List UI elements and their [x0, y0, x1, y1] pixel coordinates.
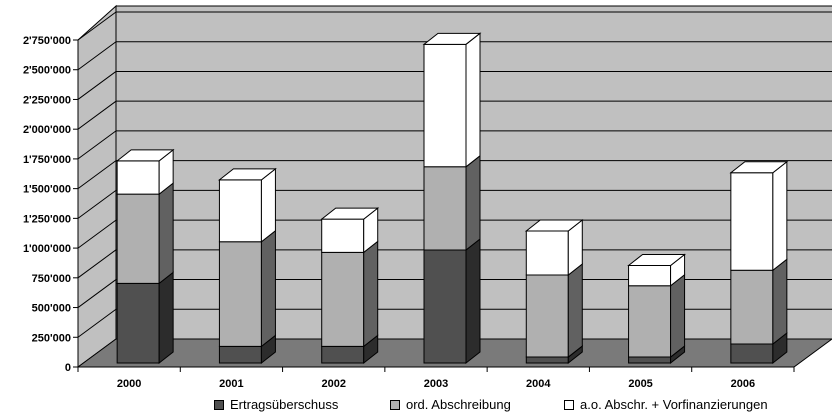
- bar-2000-ertragsueberschuss-side: [158, 271, 174, 365]
- gridline-side: [77, 249, 117, 279]
- y-tick-label: 1'000'000: [23, 243, 71, 255]
- bar-2005-a-o-abschr-vorfinanzierungen-front: [628, 264, 672, 287]
- y-tick-label: 1'750'000: [23, 154, 71, 166]
- gridline-side: [77, 41, 117, 71]
- bar-2003-ord-abschreibung-front: [423, 166, 467, 251]
- bar-2004-a-o-abschr-vorfinanzierungen-front: [525, 230, 569, 276]
- bar-2000-a-o-abschr-vorfinanzierungen-top: [115, 149, 175, 162]
- bar-2004-a-o-abschr-vorfinanzierungen-top: [524, 219, 584, 232]
- legend-swatch-ertragsueberschuss: [214, 399, 224, 410]
- y-tick-label: 1'250'000: [23, 213, 71, 225]
- bar-2000-ertragsueberschuss-front: [116, 282, 160, 364]
- bar-2003-ord-abschreibung-side: [465, 154, 481, 252]
- x-tick-label-2005: 2005: [628, 378, 652, 390]
- legend: Ertragsüberschuss ord. Abschreibung a.o.…: [0, 393, 832, 417]
- bar-2000-a-o-abschr-vorfinanzierungen-front: [116, 160, 160, 195]
- bar-2000-ord-abschreibung-side: [158, 182, 174, 285]
- gridline-side: [77, 11, 117, 41]
- gridline-side: [77, 160, 117, 190]
- legend-label-ertragsueberschuss: Ertragsüberschuss: [230, 397, 339, 412]
- y-tick-label: 2'000'000: [23, 124, 71, 136]
- bar-2001-ertragsueberschuss-front: [218, 345, 262, 364]
- bar-2005-ertragsueberschuss-front: [628, 356, 672, 364]
- gridline-side: [77, 219, 117, 249]
- bar-2005-a-o-abschr-vorfinanzierungen-top: [627, 253, 687, 266]
- gridline-side: [77, 130, 117, 160]
- gridline-side: [77, 100, 117, 130]
- bar-2006-a-o-abschr-vorfinanzierungen-front: [730, 172, 774, 271]
- y-tick-label: 2'750'000: [23, 35, 71, 47]
- bar-2006-ord-abschreibung-side: [772, 258, 788, 346]
- bar-2002-a-o-abschr-vorfinanzierungen-top: [320, 207, 380, 220]
- legend-swatch-ord-abschreibung: [390, 399, 400, 410]
- bar-2001-ord-abschreibung-side: [260, 229, 276, 348]
- bar-2005-ord-abschreibung-front: [628, 285, 672, 358]
- bar-2003-a-o-abschr-vorfinanzierungen-top: [422, 32, 482, 45]
- x-tick-label-2002: 2002: [321, 378, 345, 390]
- side-wall: [77, 4, 117, 368]
- legend-item-ord-abschreibung: ord. Abschreibung: [390, 397, 511, 412]
- bar-2002-ertragsueberschuss-front: [321, 345, 365, 364]
- y-tick-label: 2'500'000: [23, 65, 71, 77]
- bar-2002-a-o-abschr-vorfinanzierungen-front: [321, 218, 365, 253]
- bar-2006-ord-abschreibung-front: [730, 269, 774, 345]
- y-tick-label: 0: [65, 362, 71, 374]
- y-tick-label: 2'250'000: [23, 94, 71, 106]
- x-tick-label-2006: 2006: [731, 378, 755, 390]
- x-tick-label-2004: 2004: [526, 378, 551, 390]
- bar-2006-ertragsueberschuss-front: [730, 343, 774, 364]
- bar-2003-ertragsueberschuss-front: [423, 249, 467, 364]
- bar-2005-ord-abschreibung-side: [670, 273, 686, 359]
- legend-label-ord-abschreibung: ord. Abschreibung: [406, 397, 511, 412]
- bar-2004-ertragsueberschuss-front: [525, 356, 569, 364]
- bar-2003-a-o-abschr-vorfinanzierungen-front: [423, 43, 467, 168]
- bar-2001-a-o-abschr-vorfinanzierungen-side: [260, 167, 276, 243]
- y-tick-label: 750'000: [32, 273, 71, 285]
- gridline-side: [77, 279, 117, 308]
- bar-2000-ord-abschreibung-front: [116, 193, 160, 284]
- x-tick-label-2000: 2000: [117, 378, 141, 390]
- legend-label-ao-abschreibung: a.o. Abschr. + Vorfinanzierungen: [580, 397, 768, 412]
- bar-2003-a-o-abschr-vorfinanzierungen-side: [465, 32, 481, 168]
- legend-swatch-ao-abschreibung: [564, 399, 574, 410]
- bar-2002-ord-abschreibung-front: [321, 251, 365, 347]
- chart-plot: 0 250'000 500'000 750'000 1'000'000 1'250'000…: [23, 4, 832, 390]
- bar-2006-a-o-abschr-vorfinanzierungen-top: [729, 161, 789, 174]
- bar-2001-a-o-abschr-vorfinanzierungen-front: [218, 179, 262, 243]
- legend-item-ao-abschreibung: a.o. Abschr. + Vorfinanzierungen: [564, 397, 768, 412]
- bar-2006-a-o-abschr-vorfinanzierungen-side: [772, 160, 788, 272]
- x-tick-label-2003: 2003: [424, 378, 448, 390]
- bar-2004-ord-abschreibung-front: [525, 274, 569, 358]
- bar-2001-ord-abschreibung-front: [218, 241, 262, 347]
- bar-2002-ord-abschreibung-side: [363, 240, 379, 348]
- bar-2003-ertragsueberschuss-side: [465, 238, 481, 365]
- gridline-side: [77, 189, 117, 219]
- y-tick-label: 500'000: [32, 303, 71, 315]
- x-tick-label-2001: 2001: [219, 378, 243, 390]
- bar-2004-ord-abschreibung-side: [567, 262, 583, 359]
- gridline-side: [77, 71, 117, 100]
- gridline-side: [77, 308, 117, 338]
- y-tick-label: 250'000: [32, 332, 71, 344]
- y-tick-label: 1'500'000: [23, 184, 71, 196]
- bar-2001-a-o-abschr-vorfinanzierungen-top: [217, 168, 277, 181]
- legend-item-ertragsueberschuss: Ertragsüberschuss: [214, 397, 338, 412]
